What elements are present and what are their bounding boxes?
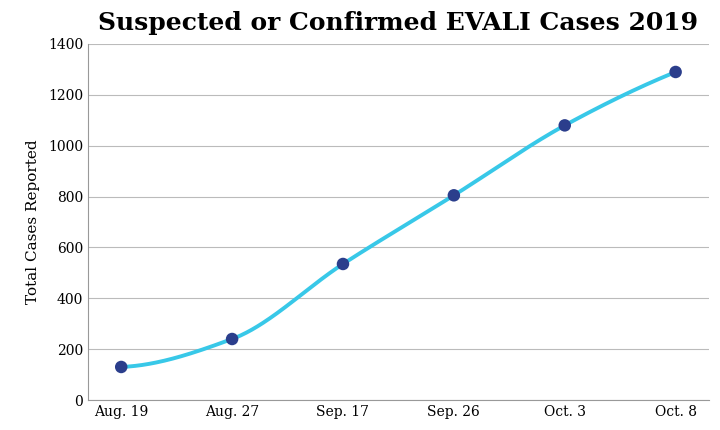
Point [670,68,681,75]
Point [226,335,238,342]
Title: Suspected or Confirmed EVALI Cases 2019: Suspected or Confirmed EVALI Cases 2019 [99,11,698,35]
Point [559,122,570,129]
Point [337,261,348,267]
Y-axis label: Total Cases Reported: Total Cases Reported [25,140,40,304]
Point [115,363,127,370]
Point [448,192,459,199]
